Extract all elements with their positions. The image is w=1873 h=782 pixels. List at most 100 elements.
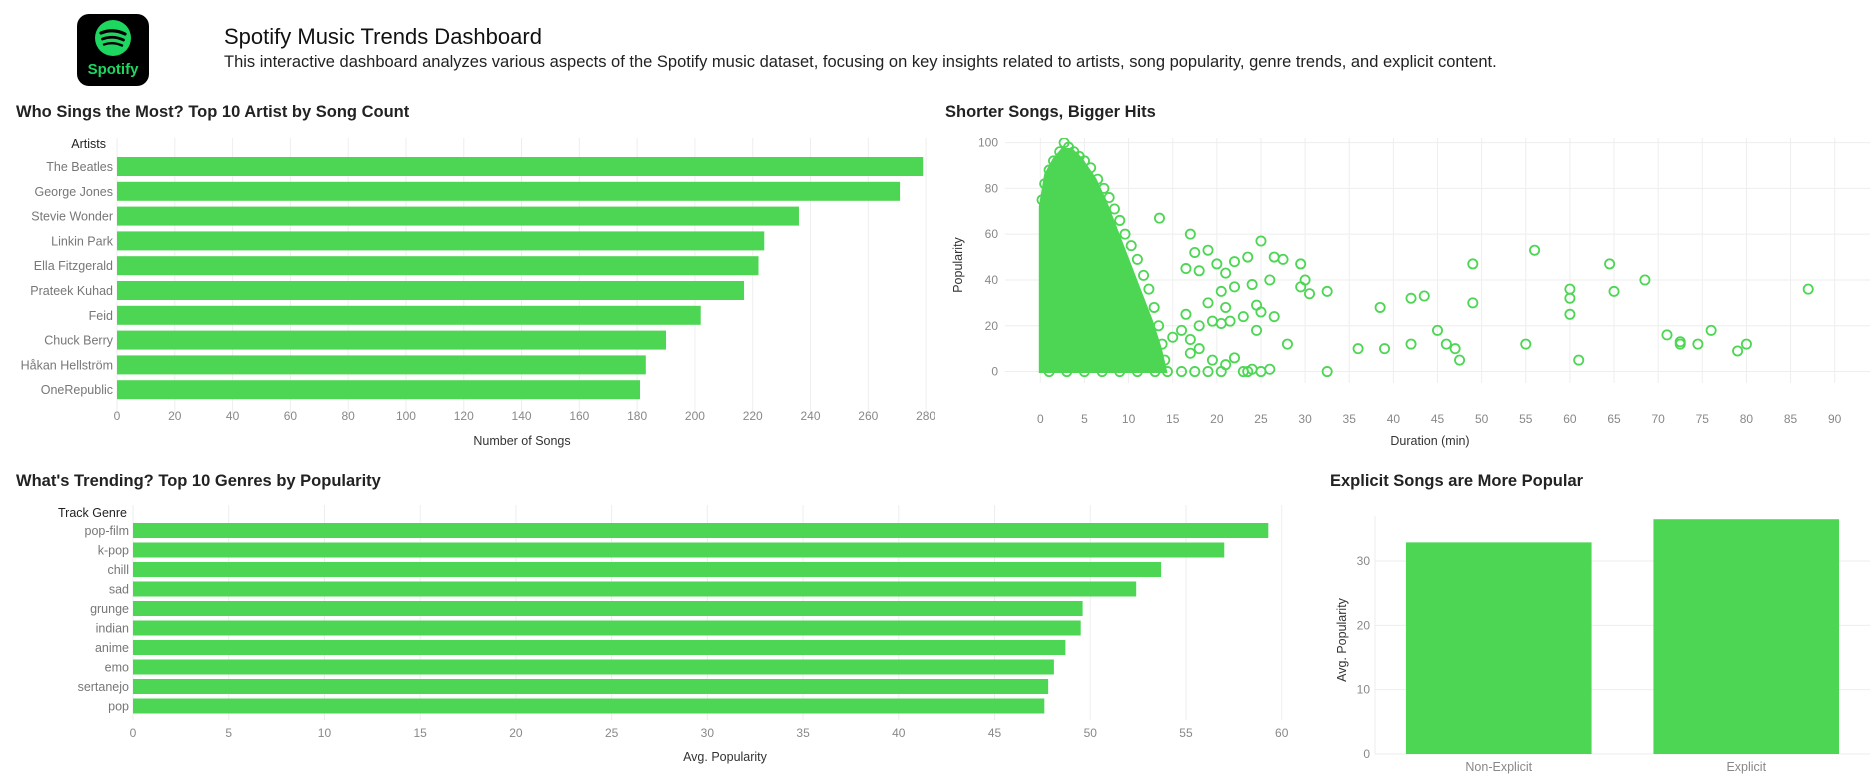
scatter-point bbox=[1295, 281, 1307, 293]
scatter-point bbox=[1202, 297, 1214, 309]
scatter-x-tick-label: 25 bbox=[1254, 412, 1268, 426]
genres-category-header: Track Genre bbox=[58, 506, 127, 520]
genres-bar bbox=[133, 542, 1225, 558]
scatter-chart-title: Shorter Songs, Bigger Hits bbox=[945, 103, 1156, 121]
genres-category-label: chill bbox=[107, 563, 129, 577]
scatter-point bbox=[1114, 366, 1126, 378]
scatter-point bbox=[1085, 162, 1097, 174]
scatter-point bbox=[1220, 267, 1232, 279]
artists-category-labels: The Beatles George Jones Stevie Wonder Link… bbox=[21, 160, 114, 397]
scatter-point bbox=[1148, 301, 1160, 313]
artists-category-label: Linkin Park bbox=[51, 234, 114, 248]
genres-bar bbox=[133, 562, 1162, 577]
genres-x-tick-label: 5 bbox=[225, 726, 232, 740]
artists-bar bbox=[117, 380, 641, 400]
artists-bar bbox=[117, 206, 799, 226]
artists-category-label: Feid bbox=[89, 309, 113, 323]
explicit-bar bbox=[1653, 519, 1840, 754]
genres-x-ticks: 0 5 10 15 20 25 30 35 40 45 50 55 60 bbox=[130, 726, 1289, 740]
genres-x-tick-label: 15 bbox=[413, 726, 427, 740]
scatter-point bbox=[1206, 315, 1218, 327]
explicit-chart-title: Explicit Songs are More Popular bbox=[1330, 472, 1584, 490]
scatter-point bbox=[1193, 265, 1205, 277]
artists-chart-title: Who Sings the Most? Top 10 Artist by Son… bbox=[16, 103, 410, 121]
artists-category-label: Prateek Kuhad bbox=[30, 284, 113, 298]
scatter-point bbox=[1295, 258, 1307, 270]
scatter-point bbox=[1159, 354, 1171, 366]
genres-category-label: sad bbox=[109, 583, 129, 597]
genres-bar bbox=[133, 601, 1083, 616]
scatter-point bbox=[1405, 292, 1417, 304]
scatter-point bbox=[1189, 366, 1201, 378]
scatter-point bbox=[1467, 297, 1479, 309]
scatter-point bbox=[1379, 343, 1391, 355]
scatter-point bbox=[1176, 324, 1188, 336]
genres-x-tick-label: 35 bbox=[796, 726, 810, 740]
scatter-y-tick-label: 80 bbox=[985, 181, 999, 195]
scatter-x-tick-label: 85 bbox=[1784, 412, 1798, 426]
scatter-x-tick-label: 45 bbox=[1431, 412, 1445, 426]
scatter-point bbox=[1215, 285, 1227, 297]
scatter-y-tick-label: 20 bbox=[985, 319, 999, 333]
scatter-point bbox=[1674, 338, 1686, 350]
scatter-point bbox=[1255, 235, 1267, 247]
genres-bar bbox=[133, 659, 1054, 675]
scatter-point bbox=[1125, 240, 1137, 252]
scatter-x-tick-label: 0 bbox=[1037, 412, 1044, 426]
scatter-point bbox=[1153, 212, 1165, 224]
artists-x-tick-label: 180 bbox=[627, 409, 647, 423]
scatter-point bbox=[1277, 253, 1289, 265]
genres-category-label: emo bbox=[105, 661, 129, 675]
scatter-point bbox=[1119, 228, 1131, 240]
scatter-point bbox=[1054, 146, 1066, 158]
scatter-point bbox=[1242, 251, 1254, 263]
artists-bar bbox=[117, 181, 901, 201]
logo-text: Spotify bbox=[87, 61, 139, 78]
scatter-point bbox=[1740, 338, 1752, 350]
artists-bar bbox=[117, 355, 646, 375]
explicit-y-tick-label: 20 bbox=[1357, 618, 1371, 632]
artists-x-ticks: 0 20 40 60 80 100 120 140 160 180 200 220 240 260 280 bbox=[114, 409, 935, 423]
genres-bar bbox=[133, 620, 1081, 636]
scatter-point bbox=[1211, 258, 1223, 270]
scatter-x-tick-label: 50 bbox=[1475, 412, 1489, 426]
genres-x-tick-label: 45 bbox=[988, 726, 1002, 740]
scatter-point bbox=[1078, 155, 1090, 167]
scatter-point bbox=[1242, 366, 1254, 378]
artists-x-tick-label: 20 bbox=[168, 409, 182, 423]
scatter-point bbox=[1193, 320, 1205, 332]
artists-x-tick-label: 140 bbox=[512, 409, 532, 423]
scatter-point bbox=[1114, 214, 1126, 226]
scatter-x-tick-label: 75 bbox=[1696, 412, 1710, 426]
artists-x-tick-label: 100 bbox=[396, 409, 416, 423]
scatter-x-tick-label: 10 bbox=[1122, 412, 1136, 426]
genres-category-label: grunge bbox=[90, 602, 129, 616]
genres-category-label: indian bbox=[96, 622, 129, 636]
explicit-bar-chart: Non-Explicit Explicit 0 10 20 30 Avg. Popula… bbox=[1335, 516, 1870, 774]
genres-category-label: sertanejo bbox=[78, 680, 129, 694]
scatter-point bbox=[1108, 203, 1120, 215]
genres-x-tick-label: 10 bbox=[318, 726, 332, 740]
genres-category-label: pop bbox=[108, 700, 129, 714]
scatter-point bbox=[1268, 251, 1280, 263]
artists-x-tick-label: 60 bbox=[284, 409, 298, 423]
scatter-point bbox=[1639, 274, 1651, 286]
scatter-point bbox=[1228, 352, 1240, 364]
scatter-x-tick-label: 5 bbox=[1081, 412, 1088, 426]
scatter-point bbox=[1661, 329, 1673, 341]
genres-x-tick-label: 55 bbox=[1179, 726, 1193, 740]
scatter-point bbox=[1418, 290, 1430, 302]
scatter-point bbox=[1103, 192, 1115, 204]
artists-bar bbox=[117, 256, 759, 276]
artists-x-tick-label: 80 bbox=[341, 409, 355, 423]
genres-bar bbox=[133, 523, 1269, 538]
scatter-point bbox=[1189, 246, 1201, 258]
scatter-point bbox=[1374, 301, 1386, 313]
artists-bar-chart: Artists The Beatles George Jones Stevie Wo… bbox=[21, 137, 935, 448]
artists-bar bbox=[117, 281, 745, 300]
artists-x-tick-label: 280 bbox=[916, 409, 935, 423]
scatter-point bbox=[1138, 269, 1150, 281]
scatter-point bbox=[1268, 311, 1280, 323]
scatter-point bbox=[1184, 347, 1196, 359]
genres-category-labels: pop-film k-pop chill sad grunge indian anime em… bbox=[78, 524, 129, 714]
